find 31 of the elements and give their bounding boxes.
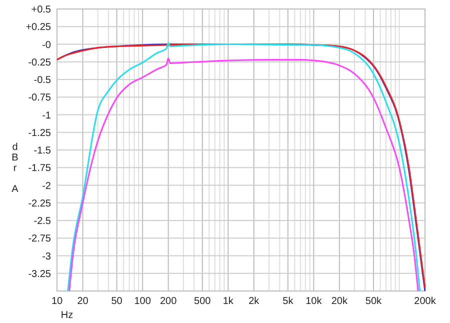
x-tick-label: 10 (51, 296, 63, 307)
y-tick-label: -0.75 (28, 92, 52, 104)
x-tick-label: 1k (222, 296, 234, 307)
x-tick-label: 50k (365, 296, 383, 307)
y-axis-title: dBr A (12, 142, 19, 195)
y-tick-label: -2.5 (34, 216, 52, 227)
x-tick-label: 5k (282, 296, 294, 307)
y-tick-label: -0 (42, 40, 52, 51)
y-tick-label: -2 (42, 180, 52, 192)
x-tick-label: 20 (77, 296, 89, 307)
y-tick-label: -0.5 (34, 75, 52, 86)
x-axis-title: Hz (60, 310, 74, 321)
y-tick-label: +0.25 (26, 22, 52, 34)
y-tick-label: -3 (42, 251, 52, 262)
y-tick-label: -3.25 (28, 268, 52, 280)
x-tick-label: 200 (160, 296, 178, 307)
x-tick-label: 100 (134, 296, 152, 307)
x-tick-label: 20k (331, 296, 348, 307)
x-tick-label: 10k (306, 296, 323, 307)
y-tick-label: -2.25 (28, 198, 52, 210)
y-tick-label: -2.75 (28, 234, 52, 245)
x-tick-label: 500 (194, 296, 212, 307)
x-tick-label: 2k (248, 296, 260, 307)
y-tick-label: -1.75 (28, 163, 52, 174)
y-tick-label: -0.25 (28, 57, 52, 68)
x-tick-label: 50 (111, 296, 123, 307)
y-tick-label: -1.25 (28, 128, 52, 139)
y-tick-label: -1 (42, 110, 52, 122)
y-tick-label: -1.5 (34, 146, 52, 156)
x-tick-label: 200k (414, 296, 437, 307)
y-tick-label: +0.5 (31, 4, 52, 16)
